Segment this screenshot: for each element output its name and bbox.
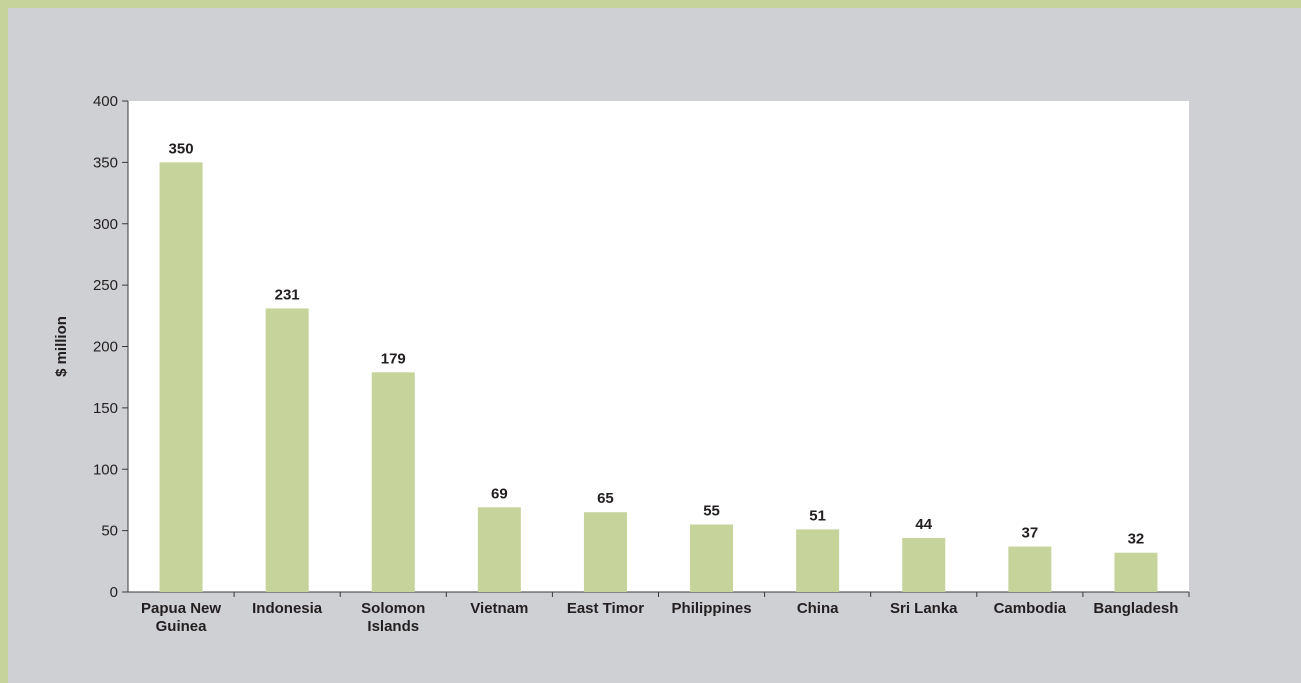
bar bbox=[690, 524, 734, 592]
x-tick-label: Solomon Islands bbox=[361, 600, 425, 635]
data-label: 55 bbox=[703, 502, 720, 519]
data-label: 231 bbox=[275, 286, 300, 303]
y-axis-title: $ million bbox=[53, 316, 70, 377]
chart-frame: 0 50 100 150 200 250 300 350 400 Papua New Guinea… bbox=[8, 8, 1301, 683]
y-axis: 0 50 100 150 200 250 300 350 400 bbox=[93, 93, 129, 601]
y-tick-label: 350 bbox=[93, 154, 118, 171]
bar bbox=[583, 512, 627, 592]
y-tick-label: 0 bbox=[110, 584, 118, 601]
bar bbox=[477, 507, 521, 592]
bar bbox=[1114, 552, 1158, 592]
data-label: 32 bbox=[1128, 531, 1145, 548]
y-tick-label: 300 bbox=[93, 216, 118, 233]
data-label: 65 bbox=[597, 490, 614, 507]
bar-chart: 0 50 100 150 200 250 300 350 400 Papua New Guinea… bbox=[53, 93, 1190, 635]
x-tick-label: Papua New Guinea bbox=[141, 600, 221, 635]
data-label: 44 bbox=[915, 516, 932, 533]
bar bbox=[159, 162, 203, 592]
data-label: 51 bbox=[809, 507, 826, 524]
data-label: 350 bbox=[169, 140, 194, 157]
data-label: 37 bbox=[1022, 525, 1039, 542]
y-tick-label: 150 bbox=[93, 400, 118, 417]
bar bbox=[265, 308, 309, 592]
data-label: 69 bbox=[491, 485, 508, 502]
x-tick-label: Vietnam bbox=[470, 600, 528, 617]
x-tick-label: Indonesia bbox=[252, 600, 323, 617]
x-axis: Papua New Guinea Indonesia Solomon Islands Vi… bbox=[128, 591, 1190, 635]
bars: 350 231 179 69 65 55 51 44 37 32 bbox=[159, 140, 1158, 592]
bar bbox=[902, 537, 946, 592]
bar bbox=[371, 372, 415, 592]
data-label: 179 bbox=[381, 350, 406, 367]
x-tick-label: Cambodia bbox=[994, 600, 1067, 617]
x-tick-label: Philippines bbox=[672, 600, 752, 617]
y-tick-label: 250 bbox=[93, 277, 118, 294]
y-tick-label: 200 bbox=[93, 339, 118, 356]
y-tick-label: 100 bbox=[93, 461, 118, 478]
bar bbox=[796, 529, 840, 592]
x-tick-label: East Timor bbox=[567, 600, 644, 617]
y-tick-label: 50 bbox=[101, 523, 118, 540]
x-tick-label: Sri Lanka bbox=[890, 600, 958, 617]
x-tick-label: China bbox=[797, 600, 839, 617]
x-tick-label: Bangladesh bbox=[1093, 600, 1178, 617]
y-tick-label: 400 bbox=[93, 93, 118, 110]
bar bbox=[1008, 546, 1052, 592]
